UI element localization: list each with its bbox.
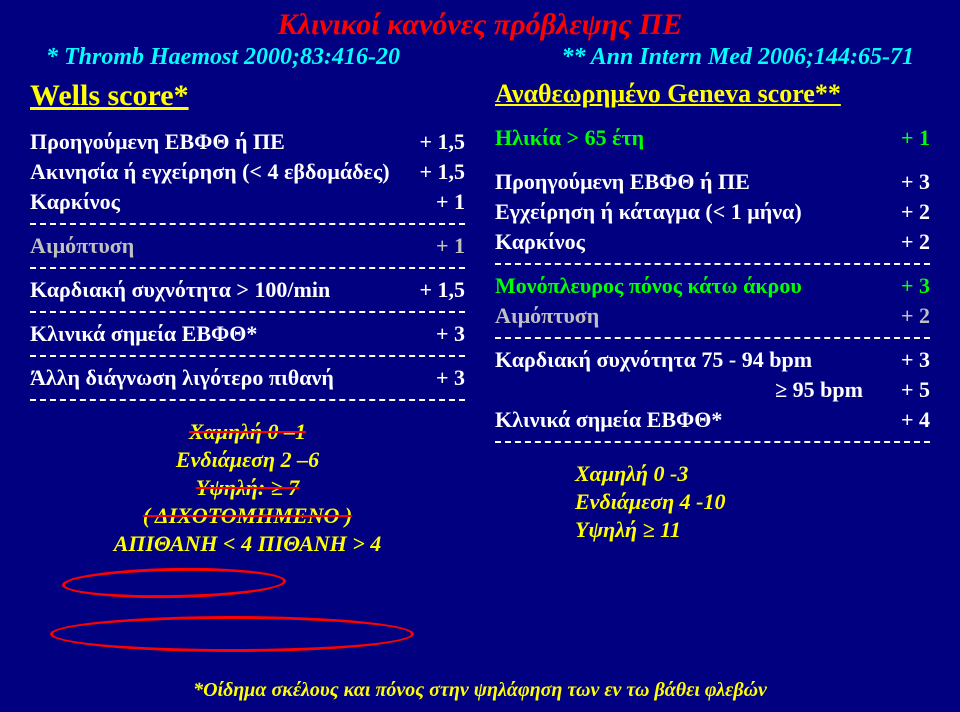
wells-high: Υψηλή: ≥ 7 [196, 475, 299, 500]
divider [30, 267, 465, 269]
wells-dich: ( ΔΙΧΟΤΟΜΗΜΕΝΟ ) [143, 503, 352, 528]
wells-row-label: Κλινικά σημεία ΕΒΦΘ* [30, 321, 428, 347]
ref-right: ** Ann Intern Med 2006;144:65-71 [562, 44, 914, 71]
geneva-row: Προηγούμενη ΕΒΦΘ ή ΠΕ+ 3 [495, 167, 930, 197]
divider [30, 355, 465, 357]
geneva-row-label: Εγχείρηση ή κάταγμα (< 1 μήνα) [495, 199, 893, 225]
divider [30, 223, 465, 225]
wells-row-label: Άλλη διάγνωση λιγότερο πιθανή [30, 365, 428, 391]
wells-row-value: + 1 [428, 233, 465, 259]
geneva-row-label: Προηγούμενη ΕΒΦΘ ή ΠΕ [495, 169, 893, 195]
wells-row: Κλινικά σημεία ΕΒΦΘ*+ 3 [30, 319, 465, 349]
wells-row: Καρδιακή συχνότητα > 100/min+ 1,5 [30, 275, 465, 305]
wells-row: Ακινησία ή εγχείρηση (< 4 εβδομάδες)+ 1,… [30, 157, 465, 187]
wells-column: Wells score* Προηγούμενη ΕΒΦΘ ή ΠΕ+ 1,5Α… [30, 79, 465, 559]
geneva-row-value: + 3 [893, 347, 930, 373]
wells-row-value: + 1,5 [411, 277, 465, 303]
geneva-row-value: + 3 [893, 169, 930, 195]
wells-row-value: + 1 [428, 189, 465, 215]
geneva-row: Εγχείρηση ή κάταγμα (< 1 μήνα)+ 2 [495, 197, 930, 227]
geneva-row-value: + 2 [893, 229, 930, 255]
geneva-row: Αιμόπτυση+ 2 [495, 301, 930, 331]
wells-row-label: Αιμόπτυση [30, 233, 428, 259]
geneva-row-label: Κλινικά σημεία ΕΒΦΘ* [495, 407, 893, 433]
slide-title: Κλινικοί κανόνες πρόβλεψης ΠΕ [0, 0, 960, 42]
geneva-mid: Ενδιάμεση 4 -10 [575, 489, 930, 515]
wells-title: Wells score* [30, 79, 465, 113]
geneva-age-row: Ηλικία > 65 έτη + 1 [495, 123, 930, 153]
geneva-row: ≥ 95 bpm+ 5 [495, 375, 930, 405]
wells-final: ΑΠΙΘΑΝΗ < 4 ΠΙΘΑΝΗ > 4 [30, 531, 465, 557]
geneva-row-label: Καρδιακή συχνότητα 75 - 94 bpm [495, 347, 893, 373]
divider [30, 399, 465, 401]
wells-row: Προηγούμενη ΕΒΦΘ ή ΠΕ+ 1,5 [30, 127, 465, 157]
wells-row-value: + 3 [428, 321, 465, 347]
wells-row-value: + 3 [428, 365, 465, 391]
ref-left: * Thromb Haemost 2000;83:416-20 [46, 44, 400, 71]
geneva-row: Καρκίνος+ 2 [495, 227, 930, 257]
geneva-row-value: + 5 [893, 377, 930, 403]
divider [495, 263, 930, 265]
references: * Thromb Haemost 2000;83:416-20 ** Ann I… [0, 44, 960, 71]
wells-row-value: + 1,5 [411, 129, 465, 155]
wells-low: Χαμηλή 0 –1 [189, 419, 306, 444]
geneva-row: Κλινικά σημεία ΕΒΦΘ*+ 4 [495, 405, 930, 435]
divider [30, 311, 465, 313]
geneva-high: Υψηλή ≥ 11 [575, 517, 930, 543]
wells-mid: Ενδιάμεση 2 –6 [30, 447, 465, 473]
geneva-row-value: + 2 [893, 199, 930, 225]
geneva-age-val: + 1 [893, 125, 930, 151]
geneva-row-label: Καρκίνος [495, 229, 893, 255]
wells-interpretation: Χαμηλή 0 –1 Ενδιάμεση 2 –6 Υψηλή: ≥ 7 ( … [30, 419, 465, 557]
geneva-low: Χαμηλή 0 -3 [575, 461, 930, 487]
geneva-column: Αναθεωρημένο Geneva score** Ηλικία > 65 … [495, 79, 930, 559]
wells-row: Αιμόπτυση+ 1 [30, 231, 465, 261]
wells-row: Άλλη διάγνωση λιγότερο πιθανή+ 3 [30, 363, 465, 393]
geneva-row-label: ≥ 95 bpm [495, 377, 893, 403]
geneva-interpretation: Χαμηλή 0 -3 Ενδιάμεση 4 -10 Υψηλή ≥ 11 [495, 461, 930, 543]
geneva-row-value: + 3 [893, 273, 930, 299]
geneva-row: Μονόπλευρος πόνος κάτω άκρου+ 3 [495, 271, 930, 301]
wells-row-label: Ακινησία ή εγχείρηση (< 4 εβδομάδες) [30, 159, 411, 185]
geneva-row: Καρδιακή συχνότητα 75 - 94 bpm+ 3 [495, 345, 930, 375]
geneva-age-label: Ηλικία > 65 έτη [495, 125, 893, 151]
geneva-row-value: + 2 [893, 303, 930, 329]
wells-row: Καρκίνος+ 1 [30, 187, 465, 217]
wells-row-label: Καρκίνος [30, 189, 428, 215]
geneva-title: Αναθεωρημένο Geneva score** [495, 79, 930, 109]
wells-row-label: Προηγούμενη ΕΒΦΘ ή ΠΕ [30, 129, 411, 155]
geneva-row-value: + 4 [893, 407, 930, 433]
footnote: *Οίδημα σκέλους και πόνος στην ψηλάφηση … [0, 679, 960, 702]
wells-row-value: + 1,5 [411, 159, 465, 185]
highlight-ellipse-1 [62, 566, 286, 600]
geneva-row-label: Αιμόπτυση [495, 303, 893, 329]
wells-row-label: Καρδιακή συχνότητα > 100/min [30, 277, 411, 303]
divider [495, 441, 930, 443]
geneva-row-label: Μονόπλευρος πόνος κάτω άκρου [495, 273, 893, 299]
divider [495, 337, 930, 339]
highlight-ellipse-2 [50, 616, 414, 652]
